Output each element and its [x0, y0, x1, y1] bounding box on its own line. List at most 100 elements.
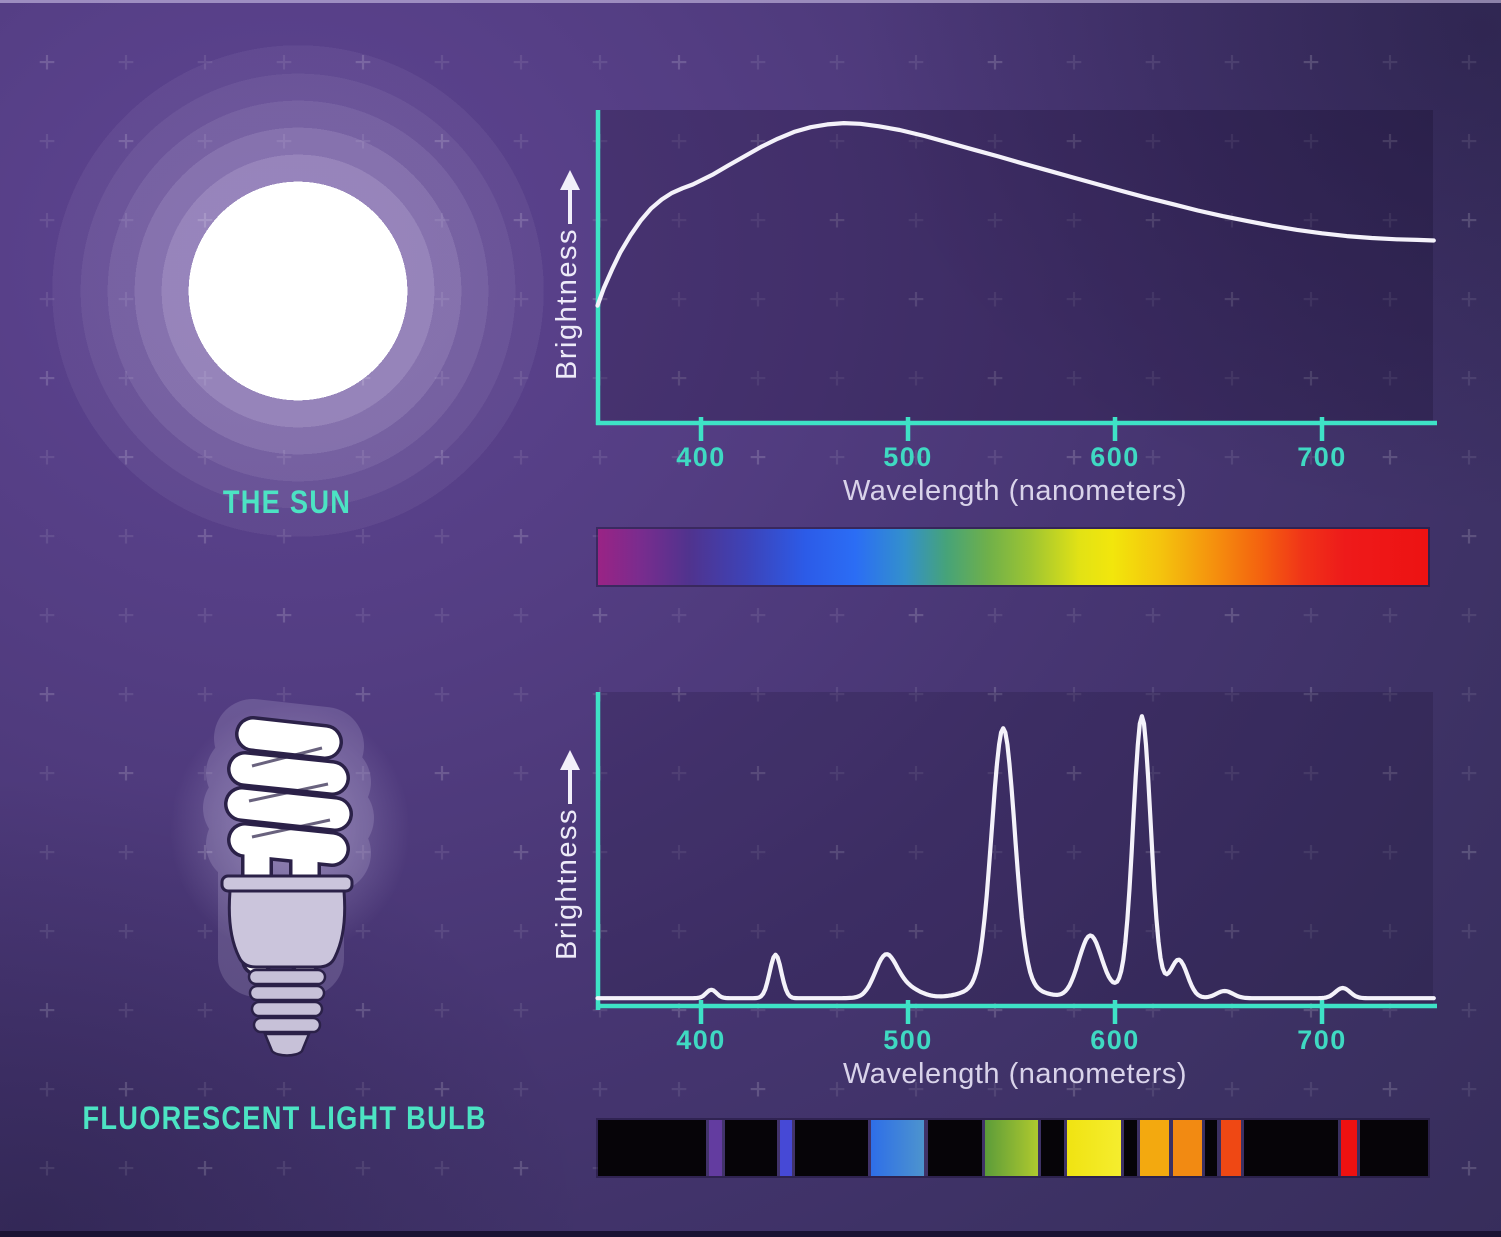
plus-mark: + — [1460, 599, 1478, 632]
plus-mark: + — [749, 915, 767, 948]
plus-mark: + — [1460, 125, 1478, 158]
plus-mark: + — [591, 599, 609, 632]
plus-mark: + — [512, 678, 530, 711]
plus-mark: + — [1223, 441, 1241, 474]
plus-mark: + — [512, 994, 530, 1027]
plus-mark: + — [1223, 1073, 1241, 1106]
plus-mark: + — [670, 757, 688, 790]
plus-mark: + — [1460, 757, 1478, 790]
plus-mark: + — [1144, 283, 1162, 316]
brightness-arrow-icon — [560, 750, 580, 804]
emission-band — [1067, 1120, 1122, 1176]
plus-mark: + — [38, 520, 56, 553]
plus-mark: + — [828, 994, 846, 1027]
x-tick-label: 400 — [676, 1025, 726, 1055]
plus-mark: + — [1381, 836, 1399, 869]
plus-mark: + — [986, 757, 1004, 790]
axes — [595, 692, 1437, 1010]
bottom-edge-shadow — [0, 1231, 1501, 1237]
plus-mark: + — [591, 836, 609, 869]
plus-mark: + — [1144, 1073, 1162, 1106]
plus-mark: + — [1460, 1073, 1478, 1106]
plus-mark: + — [591, 1073, 609, 1106]
x-tick-label: 700 — [1297, 1025, 1347, 1055]
plus-mark: + — [1302, 125, 1320, 158]
plus-mark: + — [1223, 915, 1241, 948]
plus-mark: + — [38, 757, 56, 790]
plus-mark: + — [38, 1152, 56, 1185]
sun-illustration — [28, 21, 568, 561]
plus-mark: + — [1065, 994, 1083, 1027]
plus-mark: + — [907, 678, 925, 711]
x-tick-label: 400 — [676, 442, 726, 472]
plus-mark: + — [1381, 757, 1399, 790]
plus-mark: + — [512, 915, 530, 948]
plus-mark: + — [1065, 1073, 1083, 1106]
plus-mark: + — [275, 599, 293, 632]
plus-mark: + — [986, 204, 1004, 237]
plus-mark: + — [907, 599, 925, 632]
plus-mark: + — [828, 915, 846, 948]
emission-band — [709, 1120, 722, 1176]
plus-mark: + — [591, 362, 609, 395]
plus-mark: + — [1144, 915, 1162, 948]
plus-mark: + — [749, 678, 767, 711]
x-axis-label: Wavelength (nanometers) — [843, 475, 1187, 507]
axes — [595, 110, 1437, 426]
plus-mark: + — [749, 441, 767, 474]
plus-mark: + — [1460, 46, 1478, 79]
plus-mark: + — [1302, 204, 1320, 237]
plus-mark: + — [670, 283, 688, 316]
plus-mark: + — [1302, 678, 1320, 711]
plus-mark: + — [433, 599, 451, 632]
plus-mark: + — [1144, 125, 1162, 158]
plus-mark: + — [38, 441, 56, 474]
plus-mark: + — [591, 46, 609, 79]
plus-mark: + — [670, 915, 688, 948]
plus-mark: + — [749, 1073, 767, 1106]
plus-mark: + — [1381, 915, 1399, 948]
plus-mark: + — [1223, 46, 1241, 79]
plus-mark: + — [907, 994, 925, 1027]
plus-mark: + — [117, 994, 135, 1027]
plus-mark: + — [1460, 915, 1478, 948]
plus-mark: + — [828, 204, 846, 237]
plus-mark: + — [1065, 599, 1083, 632]
x-ticks: 400 500 600 700 — [676, 1000, 1347, 1055]
plus-mark: + — [1065, 125, 1083, 158]
plus-mark: + — [196, 599, 214, 632]
plus-mark: + — [749, 283, 767, 316]
plus-mark: + — [986, 678, 1004, 711]
plus-mark: + — [1223, 362, 1241, 395]
plus-mark: + — [512, 46, 530, 79]
plus-mark: + — [986, 441, 1004, 474]
y-axis-label: Brightness — [551, 808, 583, 960]
plus-mark: + — [1065, 441, 1083, 474]
plus-mark: + — [117, 599, 135, 632]
brightness-arrow-icon — [560, 170, 580, 224]
plus-mark: + — [591, 125, 609, 158]
plus-mark: + — [1381, 994, 1399, 1027]
plus-mark: + — [1223, 678, 1241, 711]
plus-mark: + — [1144, 46, 1162, 79]
sun-title: THE SUN — [222, 484, 352, 520]
emission-band — [1340, 1120, 1358, 1176]
emission-band — [779, 1120, 793, 1176]
plus-mark: + — [38, 599, 56, 632]
plus-mark: + — [907, 362, 925, 395]
plus-mark: + — [1144, 757, 1162, 790]
plus-mark: + — [1302, 757, 1320, 790]
plus-mark: + — [828, 757, 846, 790]
plus-mark: + — [907, 441, 925, 474]
continuous-spectrum-bar — [598, 529, 1428, 585]
plus-mark: + — [1144, 994, 1162, 1027]
plus-mark: + — [1065, 915, 1083, 948]
plus-mark: + — [828, 125, 846, 158]
plus-mark: + — [38, 46, 56, 79]
plus-mark: + — [1460, 520, 1478, 553]
plus-mark: + — [749, 836, 767, 869]
plus-mark: + — [1065, 283, 1083, 316]
plus-mark: + — [986, 836, 1004, 869]
plus-mark: + — [749, 599, 767, 632]
plus-mark: + — [1302, 362, 1320, 395]
